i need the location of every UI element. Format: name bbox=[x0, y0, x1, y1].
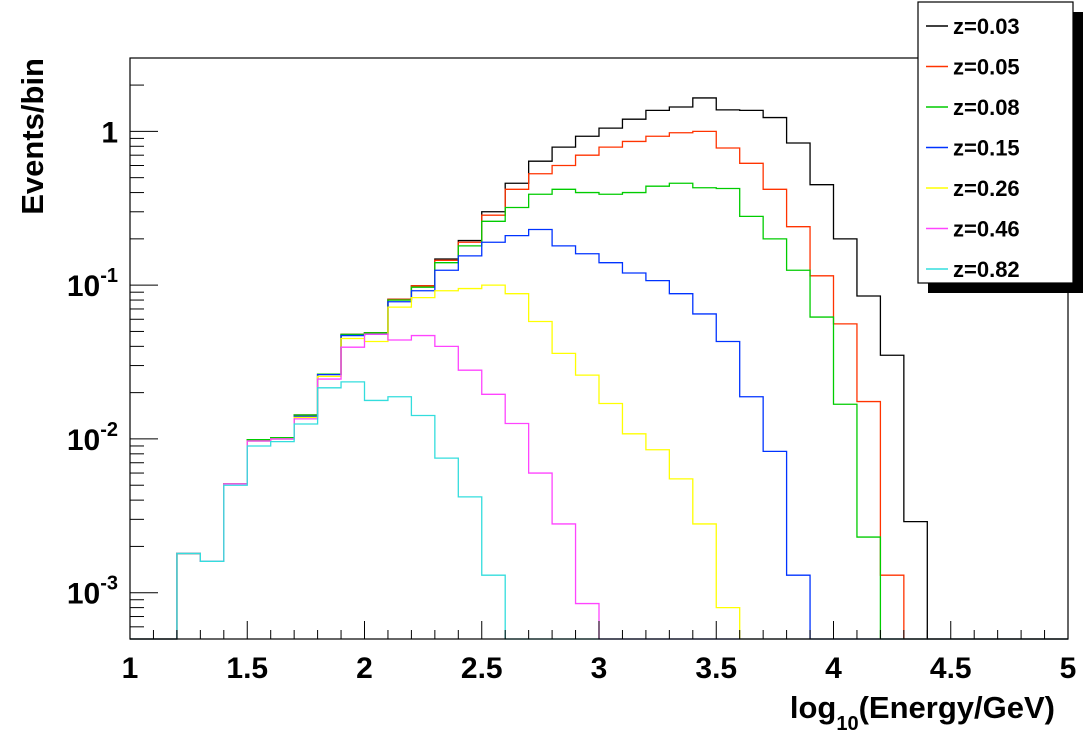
x-tick-label: 5 bbox=[1060, 652, 1077, 685]
y-axis-title: Events/bin bbox=[15, 58, 50, 215]
y-tick-label: 1 bbox=[101, 116, 118, 149]
x-axis-title-prefix: log bbox=[790, 690, 837, 725]
x-tick-label: 1.5 bbox=[226, 652, 268, 685]
y-tick-label: 10-3 bbox=[67, 573, 118, 611]
legend-label: z=0.05 bbox=[953, 55, 1020, 80]
x-tick-label: 2.5 bbox=[461, 652, 503, 685]
legend-label: z=0.46 bbox=[953, 217, 1020, 242]
x-tick-label: 4.5 bbox=[930, 652, 972, 685]
legend-label: z=0.82 bbox=[953, 257, 1020, 282]
y-tick-label: 10-2 bbox=[67, 419, 118, 457]
legend-entries: z=0.03 z=0.05 z=0.08 z=0.15 z=0.26 z=0.46 z=0.… bbox=[926, 14, 1020, 282]
x-tick-label: 2 bbox=[356, 652, 373, 685]
legend-label: z=0.03 bbox=[953, 14, 1020, 39]
x-tick-label: 3 bbox=[591, 652, 608, 685]
legend: z=0.03 z=0.05 z=0.08 z=0.15 z=0.26 z=0.46 z=0.… bbox=[917, 1, 1083, 293]
x-tick-label: 3.5 bbox=[695, 652, 737, 685]
x-axis-title-subscript: 10 bbox=[836, 713, 858, 735]
x-tick-label: 1 bbox=[122, 652, 139, 685]
axis-ticks: 1 1.5 2 2.5 3 3.5 4 4.5 5 10-3 10-2 10-1 1 bbox=[67, 57, 1077, 685]
x-tick-label: 4 bbox=[825, 652, 842, 685]
x-axis-title: log10(Energy/GeV) bbox=[790, 690, 1055, 735]
legend-label: z=0.26 bbox=[953, 176, 1020, 201]
legend-label: z=0.15 bbox=[953, 136, 1020, 161]
y-tick-label: 10-1 bbox=[67, 265, 118, 303]
legend-box bbox=[917, 1, 1074, 284]
legend-label: z=0.08 bbox=[953, 95, 1020, 120]
x-axis-title-suffix: (Energy/GeV) bbox=[859, 690, 1055, 725]
